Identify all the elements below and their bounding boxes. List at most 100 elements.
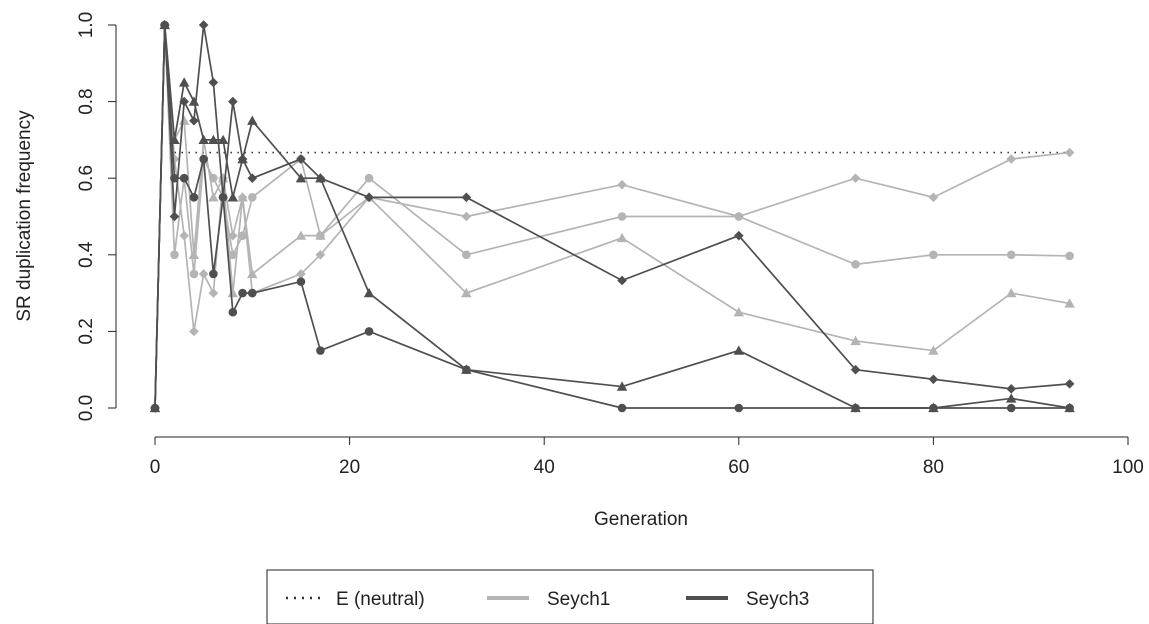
data-point bbox=[227, 192, 239, 202]
data-point bbox=[295, 230, 307, 240]
data-point bbox=[363, 287, 375, 298]
data-point bbox=[364, 173, 374, 183]
data-point bbox=[851, 260, 860, 269]
data-point bbox=[208, 77, 219, 88]
data-point bbox=[218, 192, 228, 203]
data-point bbox=[188, 96, 200, 106]
data-point bbox=[237, 154, 248, 164]
axes: 0 20 40 60 80 100 0.0 0.2 0.4 0.6 0.8 1.0 Generati… bbox=[14, 12, 1144, 530]
data-point bbox=[928, 374, 939, 385]
data-point bbox=[733, 307, 744, 317]
data-point bbox=[734, 211, 744, 222]
x-tick-label: 80 bbox=[923, 457, 944, 478]
data-point bbox=[928, 345, 939, 355]
data-point bbox=[616, 232, 628, 243]
data-point bbox=[617, 179, 627, 190]
data-point bbox=[188, 249, 200, 259]
data-point bbox=[170, 250, 179, 260]
data-point bbox=[248, 288, 257, 298]
data-point bbox=[228, 307, 238, 317]
data-point bbox=[189, 326, 199, 337]
data-point bbox=[208, 134, 219, 145]
data-point bbox=[238, 288, 247, 298]
legend-label-seych3: Seych3 bbox=[746, 589, 809, 610]
data-point bbox=[617, 212, 627, 221]
y-tick-label: 0.0 bbox=[76, 395, 97, 421]
legend: E (neutral) Seych1 Seych3 bbox=[266, 569, 874, 624]
x-tick-label: 20 bbox=[339, 457, 360, 478]
data-point bbox=[247, 173, 258, 183]
data-point bbox=[178, 77, 190, 87]
data-point bbox=[850, 173, 861, 183]
data-point bbox=[189, 193, 199, 202]
data-point bbox=[462, 250, 471, 260]
data-point bbox=[178, 115, 190, 125]
y-ticks: 0.0 0.2 0.4 0.6 0.8 1.0 bbox=[76, 12, 116, 421]
data-point bbox=[364, 192, 374, 203]
data-point bbox=[179, 96, 189, 107]
x-ticks: 0 20 40 60 80 100 bbox=[150, 437, 1144, 478]
data-point bbox=[228, 250, 238, 260]
data-point bbox=[1006, 403, 1016, 413]
data-point bbox=[461, 287, 472, 298]
data-point bbox=[616, 381, 628, 391]
data-point bbox=[850, 402, 861, 413]
series-seych3-diamond bbox=[150, 20, 1075, 413]
data-point bbox=[198, 269, 209, 279]
data-point bbox=[295, 173, 307, 183]
legend-label-neutral: E (neutral) bbox=[336, 589, 425, 610]
x-axis-title: Generation bbox=[594, 509, 688, 530]
data-point bbox=[315, 230, 326, 240]
data-point bbox=[159, 20, 170, 30]
x-tick-label: 0 bbox=[150, 457, 161, 478]
data-point bbox=[928, 192, 939, 203]
series-seych1-triangle bbox=[149, 19, 1075, 413]
data-point bbox=[850, 364, 861, 375]
data-point bbox=[199, 154, 208, 164]
data-point bbox=[364, 327, 374, 336]
y-axis-title: SR duplication frequency bbox=[14, 110, 35, 322]
data-point bbox=[617, 275, 627, 286]
data-point bbox=[169, 134, 180, 145]
data-point bbox=[150, 403, 160, 413]
data-point bbox=[179, 230, 189, 241]
data-point bbox=[208, 288, 219, 298]
legend-item-neutral: E (neutral) bbox=[286, 589, 425, 610]
data-point bbox=[315, 250, 326, 260]
data-point bbox=[929, 250, 938, 260]
data-point bbox=[208, 192, 219, 202]
data-point bbox=[296, 269, 306, 279]
x-tick-label: 60 bbox=[728, 457, 749, 478]
data-point bbox=[1064, 379, 1075, 389]
data-point bbox=[189, 269, 199, 279]
data-point bbox=[1064, 402, 1075, 413]
legend-label-seych1: Seych1 bbox=[547, 589, 610, 610]
data-point bbox=[315, 173, 326, 183]
data-point bbox=[247, 115, 258, 125]
data-point bbox=[228, 96, 238, 107]
data-point bbox=[1006, 393, 1017, 403]
series-seych3-triangle bbox=[149, 19, 1075, 413]
data-point bbox=[1064, 298, 1075, 308]
data-point bbox=[1006, 250, 1016, 260]
data-point bbox=[179, 173, 189, 183]
x-tick-label: 40 bbox=[534, 457, 555, 478]
data-point bbox=[734, 403, 744, 413]
data-point bbox=[169, 211, 180, 222]
data-point bbox=[296, 277, 306, 286]
data-point bbox=[461, 192, 472, 203]
data-point bbox=[198, 134, 209, 145]
data-point bbox=[617, 403, 627, 413]
data-point bbox=[1064, 147, 1075, 158]
data-point bbox=[1006, 287, 1017, 298]
data-point bbox=[227, 287, 239, 298]
data-point bbox=[1065, 251, 1074, 261]
y-tick-label: 0.2 bbox=[76, 318, 97, 344]
data-point bbox=[1006, 154, 1017, 164]
data-point bbox=[237, 192, 248, 203]
data-point bbox=[1006, 384, 1017, 394]
data-point bbox=[928, 402, 939, 413]
y-tick-label: 0.4 bbox=[76, 241, 97, 268]
data-point bbox=[733, 345, 744, 355]
